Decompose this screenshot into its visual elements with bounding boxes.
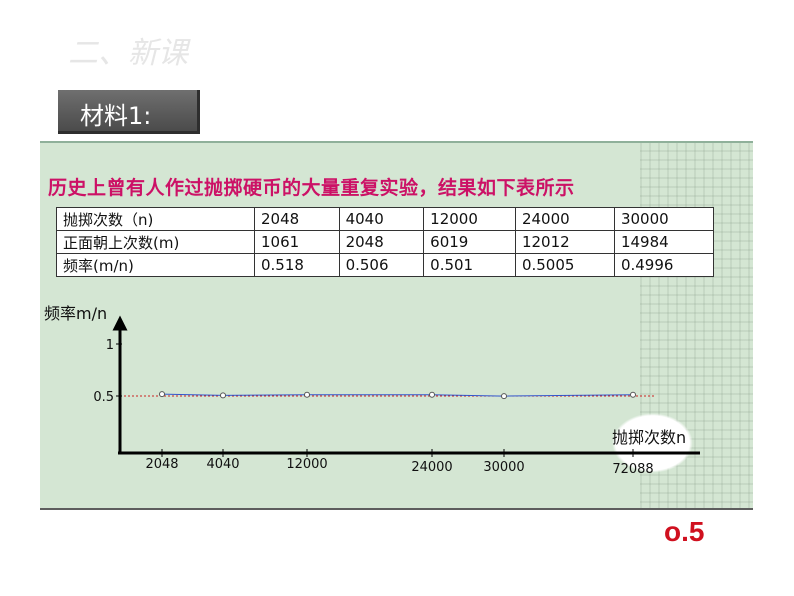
x-tick-label: 4040 (206, 457, 239, 472)
x-axis-label: 抛掷次数n (612, 428, 686, 447)
frequency-chart: 频率m/n 抛掷次数n 1 0.5 2048 4040 12000 24000 30000… (44, 304, 700, 477)
coin-toss-table: 抛掷次数（n) 2048 4040 12000 24000 30000 正面朝上… (56, 207, 715, 277)
table-row: 频率(m/n) 0.518 0.506 0.501 0.5005 0.4996 (56, 253, 715, 277)
slide-heading: 二、新课 (68, 36, 188, 71)
table-cell: 0.501 (423, 253, 516, 277)
table-cell: 0.518 (254, 253, 340, 277)
content-panel: 历史上曾有人作过抛掷硬币的大量重复实验，结果如下表所示 抛掷次数（n) 2048… (40, 141, 753, 510)
row-header: 抛掷次数（n) (56, 207, 255, 231)
table-row: 抛掷次数（n) 2048 4040 12000 24000 30000 (56, 207, 715, 231)
x-tick-label: 12000 (286, 457, 327, 472)
table-cell: 24000 (514, 207, 615, 231)
table-cell: 0.5005 (514, 253, 615, 277)
data-point (630, 391, 636, 398)
section-tag-label: 材料1: (80, 102, 152, 130)
table-cell: 0.506 (338, 253, 425, 277)
y-tick-label: 0.5 (93, 390, 114, 405)
intro-text: 历史上曾有人作过抛掷硬币的大量重复实验，结果如下表所示 (48, 177, 575, 199)
answer-text: o.5 (664, 516, 705, 547)
data-point (429, 391, 435, 398)
y-axis-label: 频率m/n (44, 304, 107, 323)
x-tick-label: 24000 (411, 460, 452, 475)
section-tag: 材料1: (58, 90, 200, 134)
table-cell: 30000 (613, 207, 715, 231)
table-cell: 0.4996 (613, 253, 715, 277)
x-tick-label: 30000 (483, 460, 524, 475)
table-cell: 14984 (613, 230, 715, 254)
data-point (159, 391, 165, 398)
table-cell: 1061 (254, 230, 340, 254)
x-tick-label: 72088 (612, 462, 653, 477)
table-row: 正面朝上次数(m) 1061 2048 6019 12012 14984 (56, 230, 715, 254)
x-tick-label: 2048 (145, 457, 178, 472)
table-cell: 6019 (423, 230, 516, 254)
row-header: 频率(m/n) (56, 253, 255, 277)
table-cell: 4040 (338, 207, 425, 231)
frequency-series-line (161, 393, 634, 397)
y-tick-label: 1 (106, 338, 114, 353)
data-point (220, 392, 226, 399)
decorative-lion-icon (605, 408, 700, 478)
table-cell: 12012 (514, 230, 615, 254)
data-point (501, 393, 507, 400)
data-point (304, 391, 310, 398)
